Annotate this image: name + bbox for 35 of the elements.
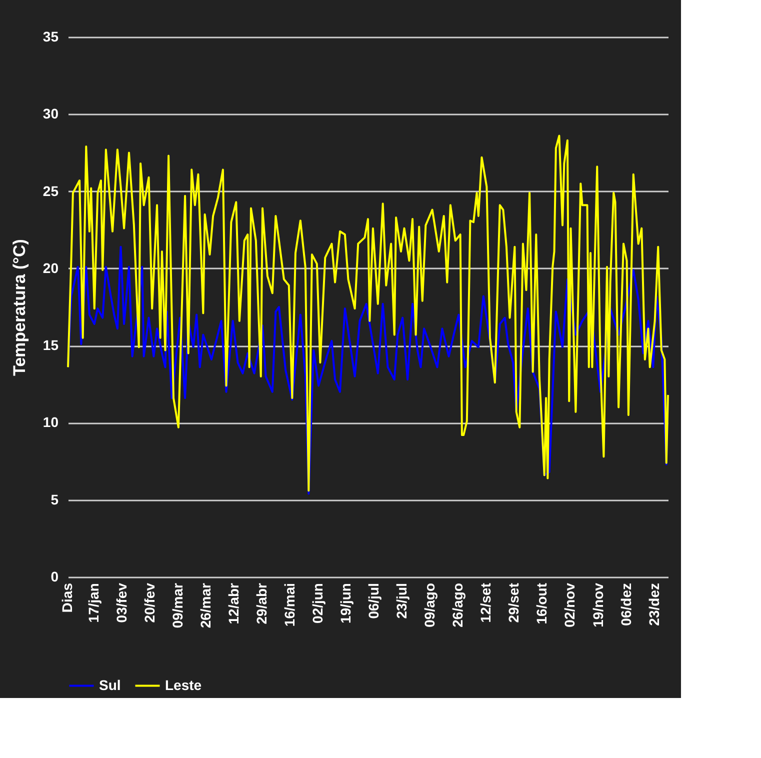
x-tick-label: 19/jun bbox=[338, 583, 354, 624]
x-tick-label: Dias bbox=[59, 582, 75, 613]
legend-label: Leste bbox=[165, 676, 202, 693]
x-tick-label: 19/nov bbox=[590, 582, 606, 628]
line-series bbox=[67, 134, 669, 492]
x-tick-label: 26/mar bbox=[197, 582, 214, 628]
x-tick-label: 29/abr bbox=[254, 582, 270, 624]
legend-label: Sul bbox=[99, 676, 121, 693]
x-tick-label: 16/out bbox=[534, 582, 550, 624]
x-tick-label: 20/fev bbox=[141, 582, 158, 623]
y-tick-label: 10 bbox=[42, 414, 59, 430]
x-tick-label: 16/mai bbox=[282, 583, 298, 627]
x-tick-label: 17/jan bbox=[85, 583, 102, 623]
y-tick-label: 25 bbox=[42, 182, 59, 199]
x-tick-label: 12/abr bbox=[225, 582, 242, 624]
y-tick-label: 0 bbox=[50, 568, 59, 584]
x-tick-label: 06/dez bbox=[618, 583, 634, 626]
x-tick-label: 29/set bbox=[506, 582, 522, 623]
x-tick-label: 12/set bbox=[478, 582, 494, 623]
y-axis-title: Temperatura (°C) bbox=[10, 239, 29, 376]
x-tick-label: 03/fev bbox=[113, 582, 130, 623]
x-tick-label: 23/jul bbox=[394, 583, 410, 619]
y-tick-label: 15 bbox=[42, 337, 59, 354]
y-tick-label: 30 bbox=[42, 106, 59, 122]
x-tick-label: 02/nov bbox=[562, 582, 578, 628]
y-tick-label: 5 bbox=[50, 491, 59, 508]
x-tick-label: 02/jun bbox=[310, 583, 326, 624]
x-tick-label: 23/dez bbox=[646, 583, 662, 626]
x-tick-label: 26/ago bbox=[450, 583, 466, 628]
x-tick-label: 09/ago bbox=[422, 583, 438, 628]
x-tick-label: 09/mar bbox=[169, 582, 186, 628]
y-tick-label: 20 bbox=[42, 260, 59, 276]
x-tick-label: 06/jul bbox=[366, 583, 382, 619]
line-series bbox=[67, 246, 669, 495]
y-tick-label: 35 bbox=[42, 28, 59, 44]
